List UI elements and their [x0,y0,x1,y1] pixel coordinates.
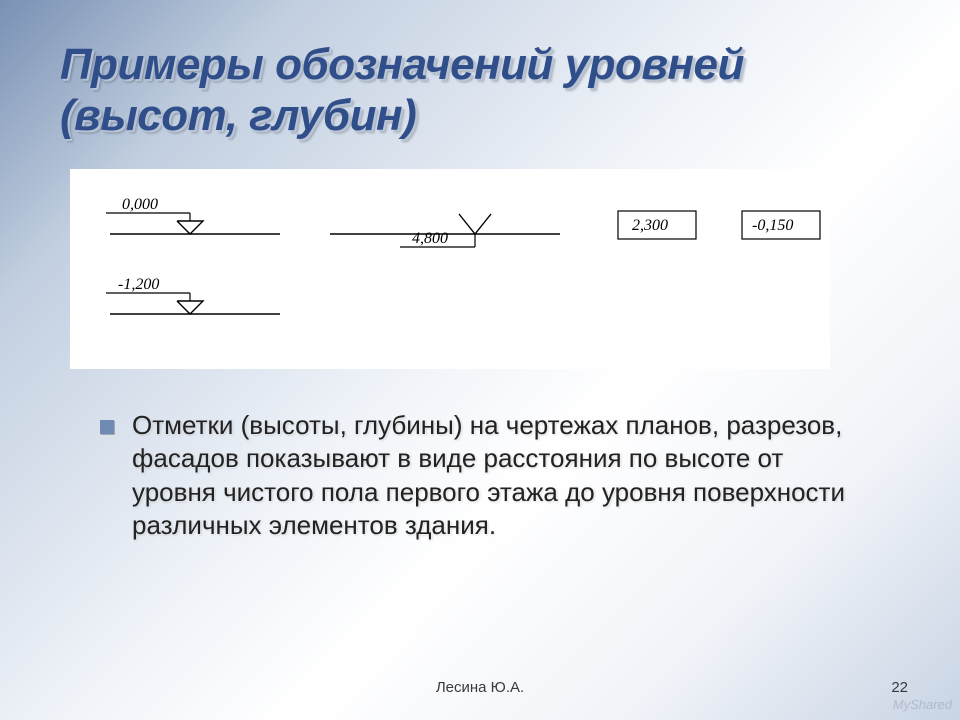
mark-neg-label: -1,200 [118,276,159,293]
body-area: Отметки (высоты, глубины) на чертежах пл… [60,409,900,542]
elevation-diagram: 0,000 -1,200 4,800 [70,169,830,369]
mark-neg: -1,200 [106,276,280,314]
slide: Примеры обозначений уровней (высот, глуб… [0,0,960,720]
mark-box2-label: -0,150 [752,217,793,234]
page-number: 22 [891,679,908,696]
slide-title: Примеры обозначений уровней (высот, глуб… [60,40,900,141]
bullet-square-icon [100,420,114,434]
bullet-text: Отметки (высоты, глубины) на чертежах пл… [132,409,870,542]
mark-box1-label: 2,300 [632,217,668,234]
mark-box2: -0,150 [742,211,820,239]
mark-box1: 2,300 [618,211,696,239]
diagram-svg: 0,000 -1,200 4,800 [70,169,830,369]
mark-zero: 0,000 [106,196,280,234]
bullet-item: Отметки (высоты, глубины) на чертежах пл… [100,409,870,542]
mark-zero-label: 0,000 [122,196,158,213]
mark-arrow-label: 4,800 [412,230,448,247]
watermark: MyShared [893,697,952,712]
mark-arrow: 4,800 [330,214,560,247]
footer-author: Лесина Ю.А. [0,679,960,696]
